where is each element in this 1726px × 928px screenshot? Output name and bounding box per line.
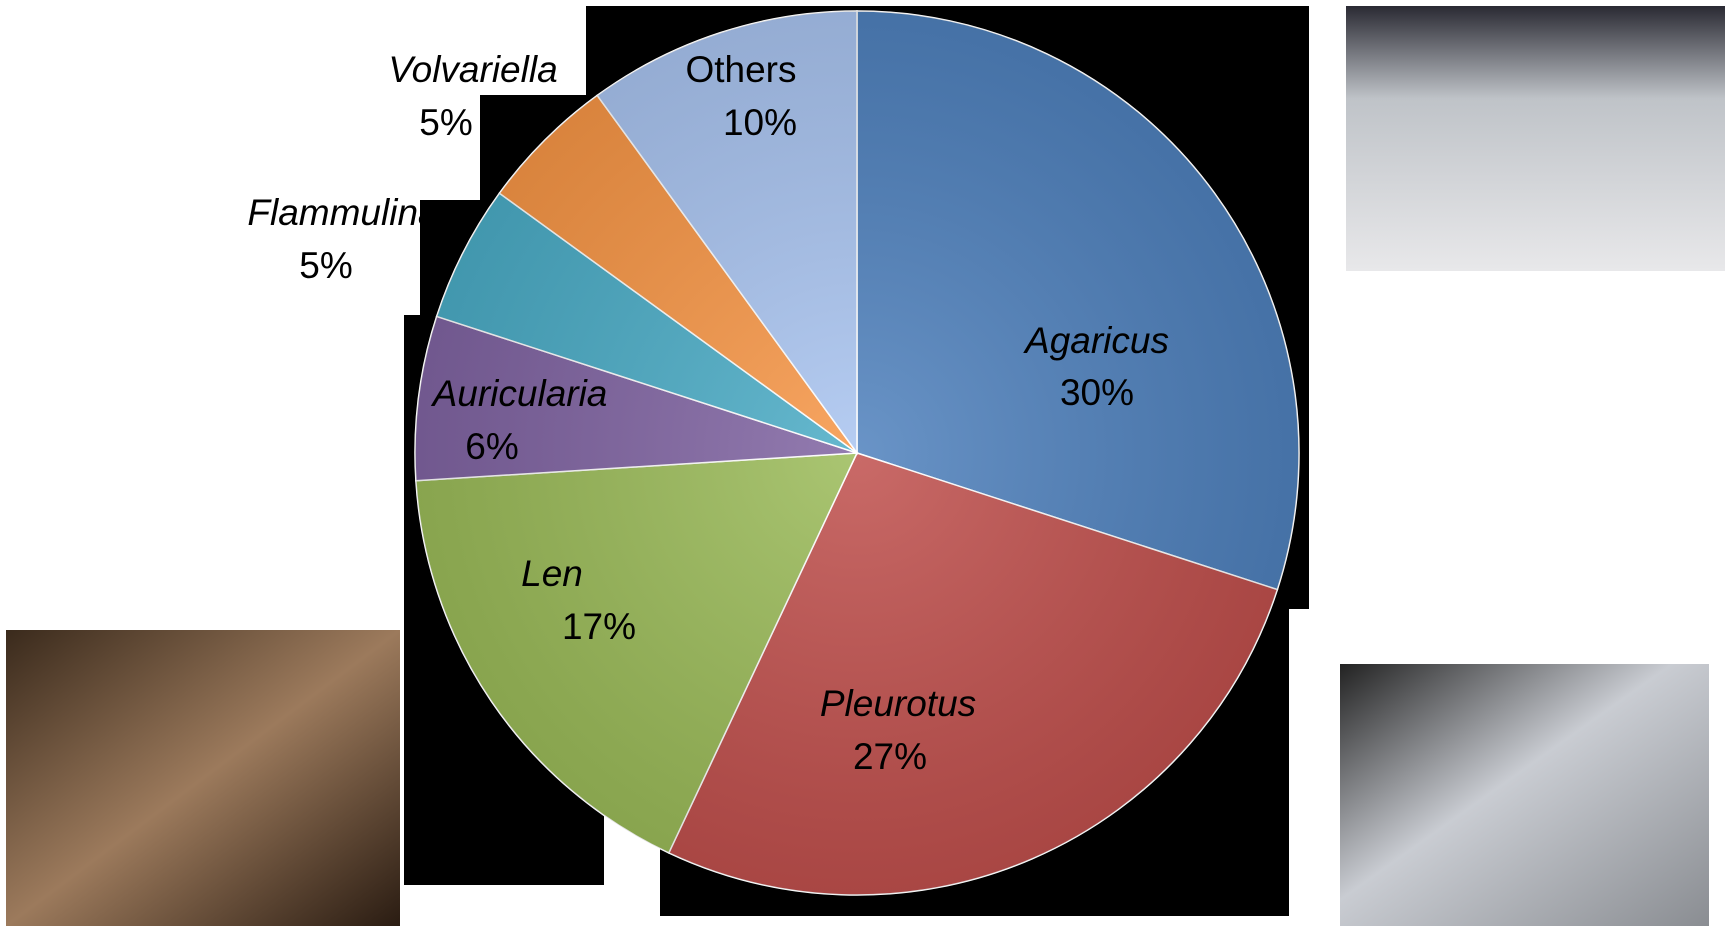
- slice-value-label: 30%: [1060, 372, 1134, 413]
- slice-value-label: 27%: [853, 736, 927, 777]
- slice-label: Pleurotus: [820, 683, 976, 724]
- photo: [1340, 664, 1709, 926]
- slice-value-label: 5%: [299, 245, 352, 286]
- slice-label: Agaricus: [1023, 320, 1169, 361]
- slice-label: Len: [521, 553, 583, 594]
- slice-value-label: 17%: [562, 606, 636, 647]
- slice-label: Auricularia: [431, 373, 608, 414]
- labels: Agaricus 30% Pleurotus 27% Len 17% Auricularia…: [247, 49, 1169, 777]
- slice-value-label: 6%: [465, 426, 518, 467]
- slice-label: Flammulina: [247, 192, 438, 233]
- slice-value-label: 10%: [723, 102, 797, 143]
- slice-label: Volvariella: [388, 49, 557, 90]
- photo: [1346, 6, 1725, 271]
- slice-label: Others: [685, 49, 796, 90]
- slice-value-label: 5%: [419, 102, 472, 143]
- photo: [6, 630, 400, 926]
